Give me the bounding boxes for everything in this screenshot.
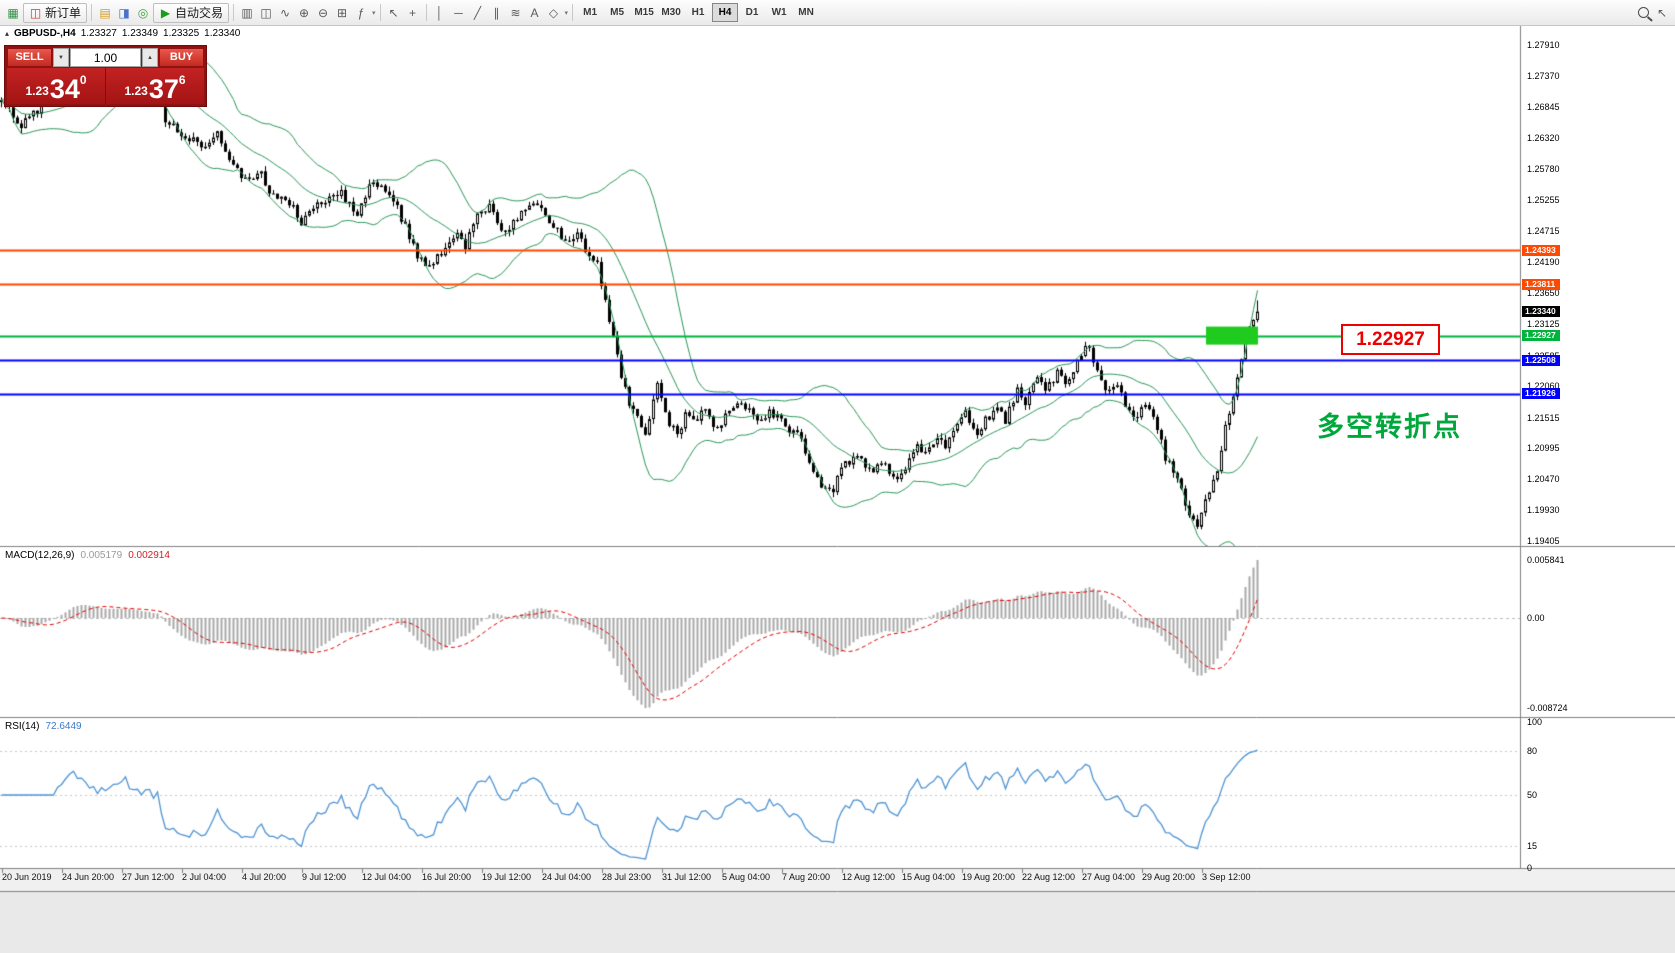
pointer-icon[interactable]: ↖ <box>1656 5 1668 20</box>
new-order-label: 新订单 <box>45 6 82 20</box>
timeframe-mn-button[interactable]: MN <box>793 3 819 22</box>
timeframe-m15-button[interactable]: M15 <box>631 3 657 22</box>
candlestick-chart-icon[interactable]: ◫ <box>260 5 272 20</box>
bar-chart-icon[interactable]: ▥ <box>241 5 253 20</box>
rsi-header: RSI(14) 72.6449 <box>5 721 82 732</box>
symbol-caret-icon: ▴ <box>5 29 10 38</box>
toolbar-separator <box>233 4 235 21</box>
macd-label: MACD(12,26,9) <box>5 550 75 561</box>
search-icon[interactable] <box>1634 4 1652 22</box>
buy-price-prefix: 1.23 <box>124 84 148 98</box>
macd-signal-value: 0.002914 <box>128 550 170 561</box>
volume-input[interactable] <box>70 48 141 67</box>
toolbar-group-cursor: ↖ + <box>385 4 422 22</box>
timeframe-m1-button[interactable]: M1 <box>577 3 603 22</box>
line-chart-icon[interactable]: ∿ <box>280 5 291 20</box>
zoom-out-icon[interactable]: ⊖ <box>318 5 329 20</box>
timeframe-d1-button[interactable]: D1 <box>739 3 765 22</box>
terminal-icon[interactable]: ▦ <box>7 5 19 20</box>
toolbar-group-objects: │ ─ ╱ ∥ ≋ A ◇ <box>431 4 563 22</box>
shapes-icon[interactable]: ◇ <box>548 5 559 20</box>
toolbar-separator <box>425 4 427 21</box>
macd-main-value: 0.005179 <box>80 550 123 561</box>
symbol-label: GBPUSD-,H4 <box>14 28 76 39</box>
sell-price-main: 34 <box>49 74 80 104</box>
buy-button[interactable]: BUY <box>159 48 204 67</box>
high-value: 1.23349 <box>121 28 159 39</box>
one-click-trading-panel: SELL ▼ ▲ BUY 1.23 34 0 1.23 37 6 <box>4 45 207 107</box>
toolbar-separator <box>572 4 574 21</box>
channel-icon[interactable]: ∥ <box>493 5 500 20</box>
toolbar-separator <box>91 4 93 21</box>
sell-price-pip: 0 <box>79 73 87 87</box>
toolbar-group-chart: ▥ ◫ ∿ ⊕ ⊖ ⊞ ƒ <box>238 4 370 22</box>
buy-price-display[interactable]: 1.23 37 6 <box>106 68 204 104</box>
volume-down-button[interactable]: ▼ <box>53 48 69 67</box>
data-window-icon[interactable]: ◎ <box>137 5 149 20</box>
timeframe-w1-button[interactable]: W1 <box>766 3 792 22</box>
macd-header: MACD(12,26,9) 0.005179 0.002914 <box>5 550 170 561</box>
toolbar-group-right: ↖ <box>1634 4 1671 22</box>
new-chart-icon[interactable]: ▤ <box>99 5 111 20</box>
crosshair-icon[interactable]: + <box>409 5 417 20</box>
horizontal-line-icon[interactable]: ─ <box>454 5 463 20</box>
turning-point-price-label[interactable]: 1.22927 <box>1341 324 1440 355</box>
new-order-icon: ◫ <box>29 5 42 20</box>
timeframe-h4-button[interactable]: H4 <box>712 3 739 22</box>
timeframe-m5-button[interactable]: M5 <box>604 3 630 22</box>
profiles-icon[interactable]: ◨ <box>118 5 130 20</box>
volume-up-button[interactable]: ▲ <box>142 48 158 67</box>
buy-price-pip: 6 <box>178 73 186 87</box>
timeframe-h1-button[interactable]: H1 <box>685 3 711 22</box>
toolbar: ▦ ◫ 新订单 ▤ ◨ ◎ ▶ 自动交易 ▥ ◫ ∿ ⊕ ⊖ ⊞ ƒ ▾ ↖ + │ ─ ╱ ∥ ≋ A ◇ … <box>0 0 1675 26</box>
chevron-down-icon[interactable]: ▾ <box>564 9 569 17</box>
auto-trading-button[interactable]: ▶ 自动交易 <box>153 2 230 23</box>
vertical-line-icon[interactable]: │ <box>435 5 444 20</box>
magnifier-glass <box>1637 7 1649 18</box>
turning-point-text[interactable]: 多空转折点 <box>1317 412 1462 442</box>
toolbar-group-system: ▦ <box>4 4 22 22</box>
open-value: 1.23327 <box>80 28 117 39</box>
timeframe-m30-button[interactable]: M30 <box>658 3 684 22</box>
rsi-label: RSI(14) <box>5 721 40 732</box>
indicators-icon[interactable]: ƒ <box>357 5 365 20</box>
cursor-icon[interactable]: ↖ <box>388 5 399 20</box>
trendline-icon[interactable]: ╱ <box>473 5 482 20</box>
chevron-down-icon[interactable]: ▾ <box>372 9 376 17</box>
play-icon: ▶ <box>160 5 171 20</box>
sell-price-prefix: 1.23 <box>25 84 49 98</box>
auto-trading-label: 自动交易 <box>175 6 224 20</box>
close-value: 1.23340 <box>204 28 241 39</box>
rsi-value: 72.6449 <box>45 721 82 732</box>
buy-price-main: 37 <box>148 74 179 104</box>
toolbar-separator <box>379 4 381 21</box>
timeframe-buttons: M1 M5 M15 M30 H1 H4 D1 W1 MN <box>577 3 819 22</box>
chart-ohlc-header: ▴ GBPUSD-,H4 1.23327 1.23349 1.23325 1.2… <box>5 28 240 39</box>
sell-price-display[interactable]: 1.23 34 0 <box>7 68 105 104</box>
low-value: 1.23325 <box>163 28 200 39</box>
price-divider <box>105 68 106 104</box>
fibonacci-icon[interactable]: ≋ <box>510 5 521 20</box>
zoom-in-icon[interactable]: ⊕ <box>299 5 310 20</box>
text-icon[interactable]: A <box>530 5 539 20</box>
new-order-button[interactable]: ◫ 新订单 <box>23 2 88 23</box>
tile-windows-icon[interactable]: ⊞ <box>337 5 348 20</box>
toolbar-group-files: ▤ ◨ ◎ <box>96 4 152 22</box>
sell-button[interactable]: SELL <box>7 48 52 67</box>
